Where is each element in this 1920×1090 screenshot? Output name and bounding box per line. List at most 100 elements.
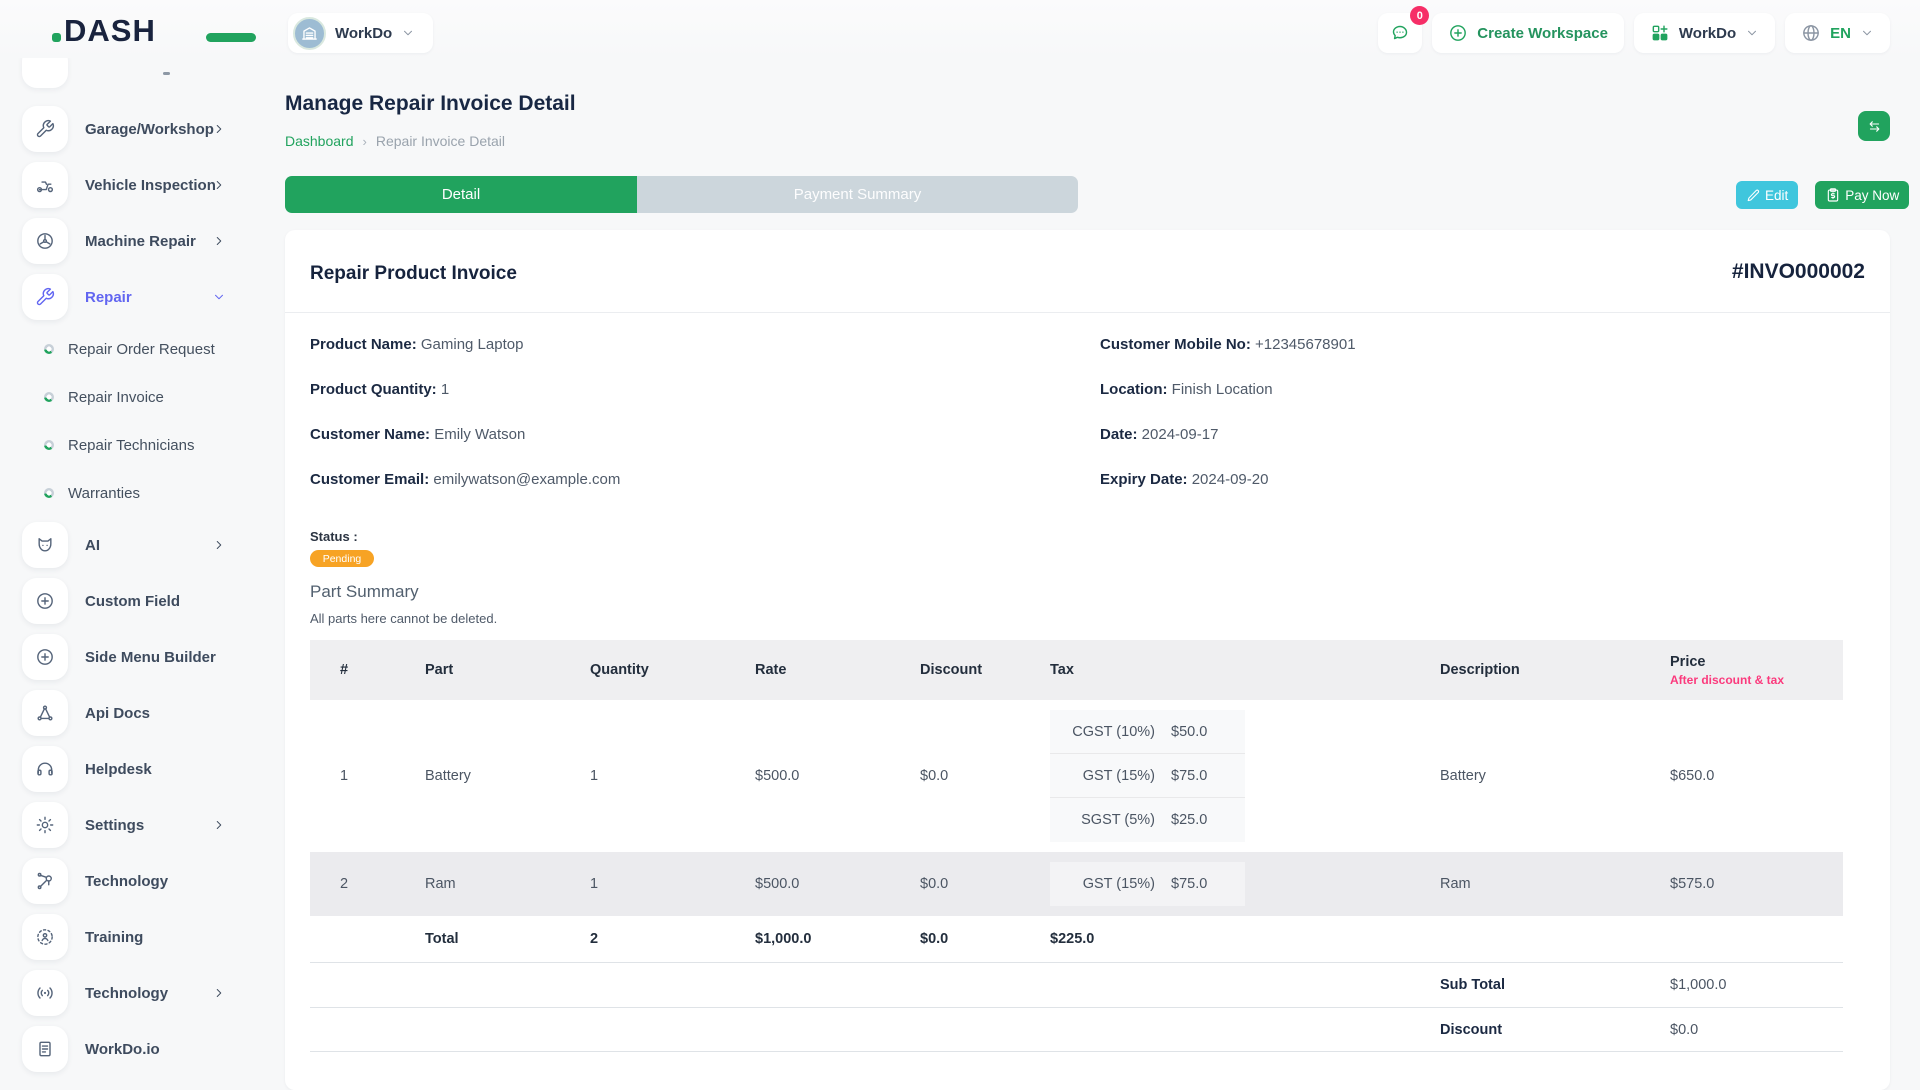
- sidebar-item-label: Repair: [85, 288, 132, 306]
- breadcrumb-separator-icon: ›: [362, 133, 367, 149]
- create-workspace-button[interactable]: Create Workspace: [1432, 13, 1624, 53]
- sidebar-item-label: WorkDo.io: [85, 1040, 160, 1058]
- edit-button-label: Edit: [1765, 187, 1789, 203]
- invoice-field: Product Quantity: 1: [310, 381, 450, 398]
- tax-name: SGST (5%): [1081, 812, 1155, 828]
- field-label: Product Quantity:: [310, 381, 437, 398]
- status-badge: Pending: [310, 550, 374, 567]
- workdo-menu-button[interactable]: WorkDo: [1633, 13, 1776, 53]
- total-cell: 2: [590, 931, 599, 947]
- tax-amount: $75.0: [1171, 876, 1208, 892]
- pay-now-button[interactable]: Pay Now: [1815, 181, 1910, 209]
- sidebar-item-settings[interactable]: Settings: [0, 797, 270, 853]
- swap-view-button[interactable]: [1858, 111, 1890, 141]
- tab-detail[interactable]: Detail: [285, 176, 637, 213]
- scooter-icon: [22, 162, 68, 208]
- sidebar-item-ai[interactable]: AI: [0, 517, 270, 573]
- training-icon: [22, 914, 68, 960]
- sidebar-item-vehicle-inspection[interactable]: Vehicle Inspection: [0, 157, 270, 213]
- sidebar-item-technology[interactable]: Technology: [0, 965, 270, 1021]
- field-label: Expiry Date:: [1100, 471, 1188, 488]
- cell-part: Ram: [425, 876, 456, 892]
- branch-icon: [22, 858, 68, 904]
- part-summary-note: All parts here cannot be deleted.: [310, 611, 498, 626]
- submenu-bullet-icon: [44, 344, 54, 354]
- language-selector[interactable]: EN: [1785, 13, 1890, 53]
- nodes-icon: [22, 690, 68, 736]
- tax-chip: SGST (5%) $25.0: [1050, 798, 1245, 842]
- price-header-label: Price: [1670, 653, 1706, 670]
- cell-qty: 1: [590, 876, 599, 892]
- column-header-tax: Tax: [1050, 662, 1074, 678]
- cell-num: 1: [340, 768, 349, 784]
- cell-rate: $500.0: [755, 876, 800, 892]
- table-row: 2 Ram 1 $500.0 $0.0 GST (15%) $75.0 Ram $575.0: [310, 852, 1843, 916]
- sidebar-subitem-label: Repair Order Request: [68, 340, 215, 358]
- sidebar-item-api-docs[interactable]: Api Docs: [0, 685, 270, 741]
- invoice-field: Customer Name: Emily Watson: [310, 426, 526, 443]
- workspace-selector[interactable]: WorkDo: [288, 13, 434, 53]
- topbar: DASH WorkDo 0 Create Workspace WorkDo EN: [0, 0, 1920, 58]
- total-cell: Total: [425, 931, 459, 947]
- invoice-heading: Repair Product Invoice: [310, 263, 517, 284]
- sidebar-subitem-repair-technicians[interactable]: Repair Technicians: [0, 421, 270, 469]
- tax-chip-box: GST (15%) $75.0: [1050, 862, 1245, 906]
- swap-arrows-icon: [1867, 119, 1882, 134]
- sidebar-item-label: Custom Field: [85, 592, 181, 610]
- chevron-right-icon: [212, 234, 226, 248]
- sidebar-item-garage-workshop[interactable]: Garage/Workshop: [0, 101, 270, 157]
- sidebar-subitem-warranties[interactable]: Warranties: [0, 469, 270, 517]
- summary-value: $0.0: [1670, 1021, 1699, 1038]
- pay-clipboard-icon: [1825, 187, 1841, 203]
- chevron-right-icon: [212, 818, 226, 832]
- chevron-down-icon: [212, 290, 226, 304]
- field-label: Product Name:: [310, 336, 417, 353]
- breadcrumb-dashboard-link[interactable]: Dashboard: [285, 133, 354, 149]
- sidebar-item-label: Machine Repair: [85, 232, 196, 250]
- tax-name: GST (15%): [1082, 876, 1155, 892]
- tax-name: GST (15%): [1082, 767, 1155, 784]
- tax-chip: CGST (10%) $50.0: [1050, 710, 1245, 754]
- total-cell: $0.0: [920, 931, 949, 947]
- sidebar-item-label: Garage/Workshop: [85, 120, 214, 138]
- table-row: 1 Battery 1 $500.0 $0.0 CGST (10%) $50.0 GST (1…: [310, 700, 1843, 852]
- wrench-icon: [22, 106, 68, 152]
- sidebar-item-workdo-io[interactable]: WorkDo.io: [0, 1021, 270, 1077]
- sidebar-item-repair[interactable]: Repair: [0, 269, 270, 325]
- status-label: Status :: [310, 529, 358, 544]
- cell-part: Battery: [425, 768, 471, 784]
- sidebar-item-custom-field[interactable]: Custom Field: [0, 573, 270, 629]
- sidebar-item-helpdesk[interactable]: Helpdesk: [0, 741, 270, 797]
- edit-button[interactable]: Edit: [1736, 181, 1799, 209]
- summary-value: $1,000.0: [1670, 977, 1727, 993]
- detail-tabs: Detail Payment Summary: [285, 176, 1078, 213]
- tab-payment-summary[interactable]: Payment Summary: [637, 176, 1078, 213]
- sidebar-subitem-label: Repair Technicians: [68, 436, 195, 454]
- tax-chip: GST (15%) $75.0: [1050, 862, 1245, 906]
- messages-button[interactable]: 0: [1378, 6, 1430, 53]
- divider: [285, 312, 1890, 313]
- workspace-name: WorkDo: [335, 24, 393, 42]
- field-label: Location:: [1100, 381, 1168, 398]
- logo-wordmark: DASH: [64, 13, 156, 48]
- machine-icon: [22, 218, 68, 264]
- summary-label-text: Sub Total: [1440, 977, 1505, 993]
- table-total-row: Total 2 $1,000.0 $0.0 $225.0: [310, 916, 1843, 962]
- summary-label-text: Discount: [1440, 1021, 1503, 1038]
- dash-logo: DASH: [52, 13, 256, 48]
- table-header-row: # Part Quantity Rate Discount Tax Description P…: [310, 640, 1843, 700]
- cell-price: $650.0: [1670, 768, 1715, 784]
- sidebar-item-training[interactable]: Training: [0, 909, 270, 965]
- sidebar-subitem-repair-invoice[interactable]: Repair Invoice: [0, 373, 270, 421]
- sidebar-partial-dash: [163, 72, 170, 75]
- sidebar-subitem-repair-order-request[interactable]: Repair Order Request: [0, 325, 270, 373]
- summary-row: Discount $0.0: [310, 1007, 1843, 1052]
- chevron-right-icon: [212, 122, 226, 136]
- sidebar-item-machine-repair[interactable]: Machine Repair: [0, 213, 270, 269]
- sidebar-item-side-menu-builder[interactable]: Side Menu Builder: [0, 629, 270, 685]
- invoice-field: Product Name: Gaming Laptop: [310, 336, 524, 353]
- sidebar-item-label: Vehicle Inspection: [85, 176, 216, 194]
- submenu-bullet-icon: [44, 440, 54, 450]
- sidebar-item-technology[interactable]: Technology: [0, 853, 270, 909]
- invoice-number: #INVO000002: [1731, 260, 1865, 283]
